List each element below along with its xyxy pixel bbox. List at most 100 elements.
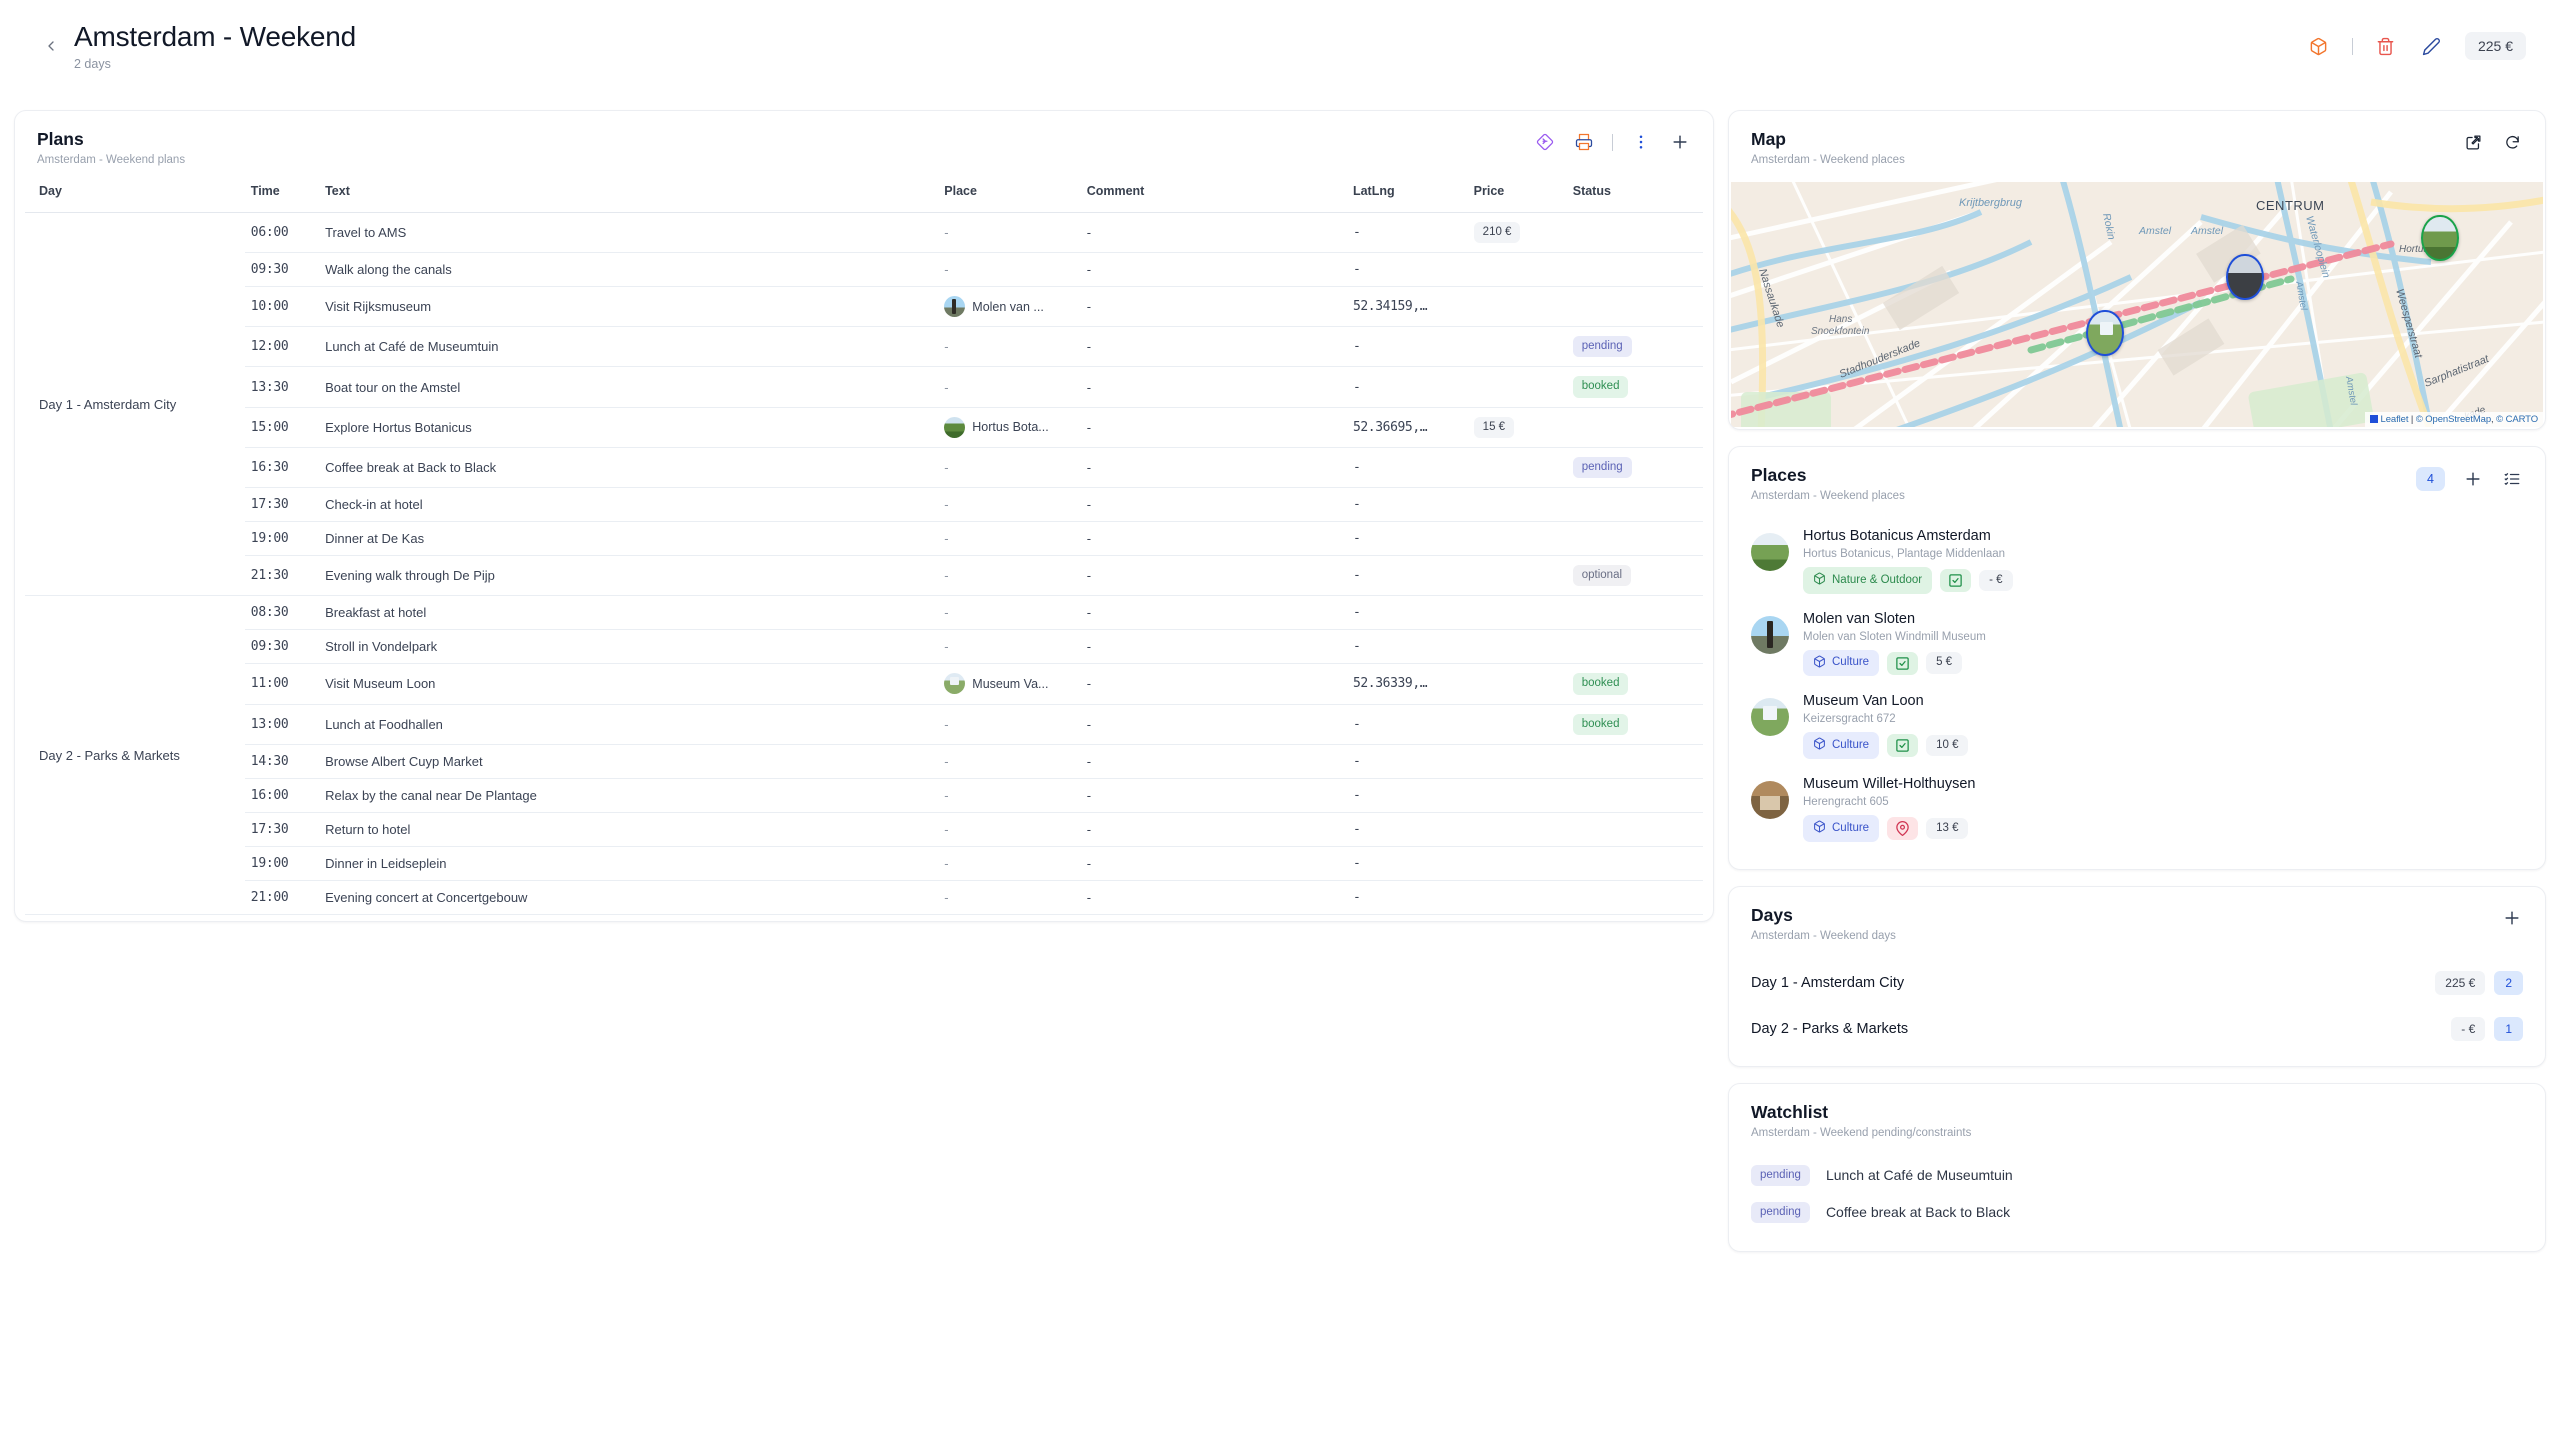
place-category-tag[interactable]: Nature & Outdoor [1803, 567, 1933, 594]
plan-row[interactable]: 11:00 Visit Museum Loon Museum Va... -52.36… [25, 663, 1703, 705]
plan-latlng: - [1346, 326, 1468, 368]
route-diamond-icon[interactable] [1534, 131, 1556, 153]
plan-place: - [938, 880, 1081, 915]
plan-row[interactable]: Day 2 - Parks & Markets 08:30 Breakfast at… [25, 595, 1703, 915]
add-place-button[interactable] [2462, 468, 2484, 490]
places-card: Places Amsterdam - Weekend places 4 Hort… [1728, 446, 2546, 870]
plan-time: 09:30 [244, 252, 320, 288]
plan-row[interactable]: 17:30 Check-in at hotel - - - [25, 487, 1703, 523]
plan-row[interactable]: 10:00 Visit Rijksmuseum Molen van ... -52.3… [25, 286, 1703, 328]
plan-row[interactable]: 14:30 Browse Albert Cuyp Market - - - [25, 744, 1703, 779]
plan-row[interactable]: 21:30 Evening walk through De Pijp - - - opti… [25, 555, 1703, 597]
plan-time: 21:00 [244, 880, 320, 915]
back-button[interactable] [34, 29, 68, 63]
check-square-icon[interactable] [1887, 651, 1919, 675]
plan-text: Lunch at Foodhallen [319, 704, 939, 745]
carto-link[interactable]: © CARTO [2496, 414, 2538, 425]
plan-row[interactable]: 19:00 Dinner in Leidseplein - - - [25, 846, 1703, 881]
svg-text:Amstel: Amstel [2138, 225, 2172, 237]
place-description: Molen van Sloten Windmill Museum [1803, 630, 1986, 643]
plans-header-row: Day Time Text Place Comment LatLng Price… [25, 178, 1703, 213]
plan-time: 13:00 [244, 704, 320, 745]
plan-place-chip[interactable]: Museum Va... [944, 673, 1074, 695]
expand-external-icon[interactable] [2462, 131, 2484, 153]
add-plan-button[interactable] [1669, 131, 1691, 153]
plan-place[interactable]: Hortus Bota... [938, 407, 1081, 448]
refresh-icon[interactable] [2501, 131, 2523, 153]
day-price-badge: 225 € [2435, 970, 2486, 995]
map-pin-icon[interactable] [1887, 816, 1919, 840]
places-actions: 4 [2416, 465, 2523, 491]
plan-status [1566, 487, 1703, 523]
plan-row[interactable]: 16:30 Coffee break at Back to Black - - - pen… [25, 447, 1703, 489]
place-thumbnail [1751, 533, 1789, 571]
place-category-tag[interactable]: Culture [1803, 815, 1880, 842]
watchlist-item[interactable]: pending Coffee break at Back to Black [1751, 1194, 2523, 1231]
place-info: Museum Willet-Holthuysen Herengracht 605 C… [1803, 775, 2523, 842]
plan-row[interactable]: 15:00 Explore Hortus Botanicus Hortus Bota… [25, 407, 1703, 448]
place-list-item[interactable]: Museum Van Loon Keizersgracht 672 Culture 1… [1751, 685, 2523, 768]
plan-price [1467, 704, 1567, 745]
empty-value: - [944, 568, 949, 584]
plan-row[interactable]: 12:00 Lunch at Café de Museumtuin - - - pendi… [25, 326, 1703, 368]
map-canvas[interactable]: Krijtbergbrug Rokin CENTRUM Amstel Amste… [1731, 182, 2543, 427]
plan-place: - [938, 629, 1081, 665]
plan-row[interactable]: 21:00 Evening concert at Concertgebouw - - - [25, 880, 1703, 915]
plan-latlng: - [1346, 487, 1468, 523]
cube-icon[interactable] [2306, 33, 2332, 59]
plan-place: - [938, 326, 1081, 368]
place-list-item[interactable]: Museum Willet-Holthuysen Herengracht 605 C… [1751, 768, 2523, 851]
leaflet-logo-icon [2369, 415, 2378, 423]
map-marker-museum[interactable] [2226, 254, 2264, 300]
plan-status [1566, 595, 1703, 631]
place-category-tag[interactable]: Culture [1803, 649, 1880, 677]
map-marker-hortus[interactable] [2421, 215, 2459, 261]
more-vertical-icon[interactable] [1630, 131, 1652, 153]
place-list-item[interactable]: Molen van Sloten Molen van Sloten Windmil… [1751, 603, 2523, 686]
place-tags: Culture 10 € [1803, 732, 2523, 759]
place-thumbnail [1751, 615, 1789, 654]
map-marker-van-loon[interactable] [2086, 310, 2124, 356]
watchlist-status-badge: pending [1751, 1201, 1810, 1223]
plan-status [1566, 629, 1703, 665]
plan-row[interactable]: 13:30 Boat tour on the Amstel - - - booked [25, 366, 1703, 408]
svg-text:Krijtbergbrug: Krijtbergbrug [1959, 197, 2023, 209]
plan-text: Stroll in Vondelpark [319, 629, 939, 665]
plan-place[interactable]: Museum Va... [938, 663, 1081, 705]
plan-time: 19:00 [244, 846, 320, 881]
day-list-item[interactable]: Day 1 - Amsterdam City 225 € 2 [1751, 960, 2523, 1006]
plan-place-chip[interactable]: Hortus Bota... [944, 416, 1074, 438]
svg-text:Amstel: Amstel [2190, 225, 2224, 237]
printer-icon[interactable] [1573, 131, 1595, 153]
check-square-icon[interactable] [1940, 568, 1972, 592]
plan-place[interactable]: Molen van ... [938, 286, 1081, 328]
plan-price [1467, 629, 1567, 665]
plan-row[interactable]: Day 1 - Amsterdam City 06:00 Travel to AMS… [25, 212, 1703, 597]
place-list-item[interactable]: Hortus Botanicus Amsterdam Hortus Botanic… [1751, 520, 2523, 603]
add-day-button[interactable] [2501, 907, 2523, 929]
plan-comment: - [1080, 880, 1347, 915]
trash-icon[interactable] [2373, 33, 2399, 59]
leaflet-link[interactable]: Leaflet [2380, 414, 2409, 425]
plan-row[interactable]: 19:00 Dinner at De Kas - - - [25, 521, 1703, 557]
plan-row[interactable]: 13:00 Lunch at Foodhallen - - - booked [25, 704, 1703, 745]
plan-row[interactable]: 17:30 Return to hotel - - - [25, 812, 1703, 847]
days-subtitle: Amsterdam - Weekend days [1751, 929, 1896, 942]
plan-time: 13:30 [244, 366, 320, 408]
plan-row[interactable]: 09:30 Walk along the canals - - - [25, 252, 1703, 288]
place-category-label: Culture [1832, 738, 1870, 751]
pencil-icon[interactable] [2419, 33, 2445, 59]
watchlist-header: Watchlist Amsterdam - Weekend pending/co… [1729, 1084, 2545, 1149]
check-square-icon[interactable] [1887, 734, 1919, 758]
place-category-tag[interactable]: Culture [1803, 732, 1880, 759]
watchlist-item[interactable]: pending Lunch at Café de Museumtuin [1751, 1157, 2523, 1194]
list-checks-icon[interactable] [2501, 468, 2523, 490]
plan-place-chip[interactable]: Molen van ... [944, 296, 1074, 318]
openstreetmap-link[interactable]: © OpenStreetMap [2415, 414, 2492, 425]
plan-row[interactable]: 09:30 Stroll in Vondelpark - - - [25, 629, 1703, 665]
plan-row[interactable]: 16:00 Relax by the canal near De Plantage… [25, 778, 1703, 813]
day-list-item[interactable]: Day 2 - Parks & Markets - € 1 [1751, 1006, 2523, 1052]
plan-status [1566, 212, 1703, 254]
watchlist-text: Lunch at Café de Museumtuin [1825, 1167, 2013, 1184]
plan-price [1467, 326, 1567, 368]
